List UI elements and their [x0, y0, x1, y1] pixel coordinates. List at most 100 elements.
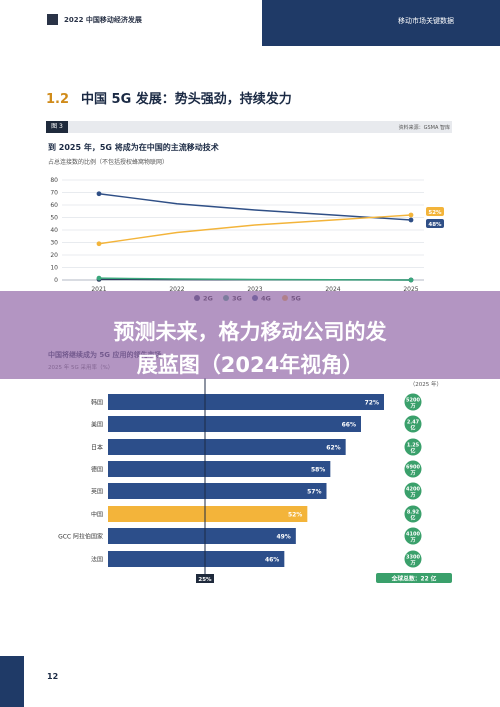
connections-value: 5200: [406, 398, 420, 404]
connections-badge: [404, 505, 422, 523]
bar-value-label: 66%: [342, 422, 356, 429]
series-point-5g: [96, 241, 102, 247]
connections-badge: [404, 438, 422, 456]
connections-badge: [404, 550, 422, 568]
bar: [108, 439, 346, 455]
connections-badge: [404, 460, 422, 478]
x-tick-label: 2024: [325, 286, 340, 293]
connections-badge: [404, 393, 422, 411]
bar: [108, 506, 308, 522]
line-chart-subtitle: 占总连接数的比例（不包括授权蜂窝物联网）: [48, 159, 169, 166]
y-tick-label: 30: [50, 240, 58, 247]
x-tick-label: 2021: [91, 286, 106, 293]
series-line-4g: [98, 193, 412, 221]
bar-category-label: 英国: [91, 488, 103, 496]
overlay-title: 预测未来，格力移动公司的发 展蓝图（2024年视角）: [0, 316, 500, 382]
series-point-4g: [408, 217, 414, 223]
header-right-title: 移动市场关键数据: [398, 17, 454, 25]
connections-unit: 万: [409, 560, 415, 567]
series-point-4g: [96, 191, 102, 197]
y-tick-label: 40: [50, 227, 58, 234]
connections-unit: 万: [409, 537, 415, 544]
x-tick-label: 2023: [247, 286, 262, 293]
bar-value-label: 52%: [288, 512, 302, 519]
bar: [108, 461, 331, 477]
y-tick-label: 80: [50, 177, 58, 184]
y-tick-label: 0: [54, 277, 58, 284]
connections-value: 4100: [406, 532, 420, 538]
section-title: 中国 5G 发展：势头强劲，持续发力: [81, 92, 292, 107]
bar-value-label: 46%: [265, 557, 279, 564]
x-tick-label: 2025: [403, 286, 418, 293]
bar: [108, 551, 285, 567]
series-line-5g: [98, 214, 412, 245]
figure-source: 资料来源：GSMA 智库: [398, 125, 450, 131]
reference-label-box: [196, 574, 214, 583]
report-title: 2022 中国移动经济发展: [64, 16, 142, 24]
connections-unit: 亿: [410, 425, 415, 432]
bar-category-label: GCC 阿拉伯国家: [58, 533, 103, 541]
bar-category-label: 中国: [91, 511, 103, 519]
figure-bar: 图 3 资料来源：GSMA 智库: [46, 121, 452, 133]
section-number: 1.2: [46, 92, 70, 107]
bar-category-label: 德国: [91, 466, 103, 474]
line-chart-title: 到 2025 年，5G 将成为在中国的主流移动技术: [48, 143, 219, 152]
connections-value: 6900: [406, 465, 420, 471]
bar-category-label: 韩国: [91, 399, 103, 407]
connections-value: 8.92: [407, 510, 420, 516]
y-tick-label: 20: [50, 252, 58, 259]
reference-label: 25%: [198, 577, 212, 583]
connections-value: 2.47: [407, 420, 420, 426]
connections-value: 1.25: [407, 443, 420, 449]
bar: [108, 394, 384, 410]
end-label-5g-box: [426, 207, 444, 216]
end-label-4g-box: [426, 219, 444, 228]
connections-unit: 万: [409, 403, 415, 410]
end-label-4g: 48%: [428, 222, 442, 228]
figure-tag: 图 3: [46, 121, 68, 133]
series-line-3g: [98, 277, 412, 281]
global-total-label: 全球总数：22 亿: [391, 575, 437, 583]
connections-unit: 亿: [410, 515, 415, 522]
bar: [108, 528, 296, 544]
connections-badge: [404, 527, 422, 545]
connections-badge: [404, 482, 422, 500]
overlay-line-1: 预测未来，格力移动公司的发: [113, 320, 387, 344]
title-overlay: [0, 291, 500, 379]
series-point-5g: [408, 212, 414, 218]
header-right-panel: 移动市场关键数据: [262, 0, 500, 46]
bar-category-label: 法国: [91, 556, 103, 564]
connections-unit: 万: [409, 492, 415, 499]
y-tick-label: 60: [50, 202, 58, 209]
global-total-box: [376, 573, 452, 583]
page-number: 12: [47, 672, 59, 681]
bar-value-label: 49%: [276, 534, 290, 541]
top-header: 2022 中国移动经济发展 移动市场关键数据: [0, 0, 500, 46]
logo-icon: [47, 14, 58, 25]
x-tick-label: 2022: [169, 286, 184, 293]
section-heading: 1.2 中国 5G 发展：势头强劲，持续发力: [46, 88, 292, 107]
y-tick-label: 50: [50, 215, 58, 222]
bar-category-label: 美国: [91, 421, 103, 429]
bar: [108, 483, 327, 499]
y-tick-label: 10: [50, 265, 58, 272]
bar-category-label: 日本: [91, 444, 103, 452]
connections-unit: 亿: [410, 448, 415, 455]
connections-value: 4200: [406, 487, 420, 493]
bar-value-label: 72%: [365, 400, 379, 407]
connections-unit: 万: [409, 470, 415, 477]
bar-value-label: 58%: [311, 467, 325, 474]
end-label-5g: 52%: [428, 210, 442, 216]
y-tick-label: 70: [50, 190, 58, 197]
bar-value-label: 62%: [326, 445, 340, 452]
bar-value-label: 57%: [307, 489, 321, 496]
overlay-line-2: 展蓝图（2024年视角）: [136, 353, 364, 377]
series-point-3g: [408, 277, 414, 283]
footer-accent: [0, 656, 24, 707]
series-point-3g: [96, 275, 102, 281]
connections-badge: [404, 415, 422, 433]
connections-value: 3300: [406, 555, 420, 561]
bar: [108, 416, 361, 432]
connections-header: （2025 年）: [410, 380, 442, 388]
